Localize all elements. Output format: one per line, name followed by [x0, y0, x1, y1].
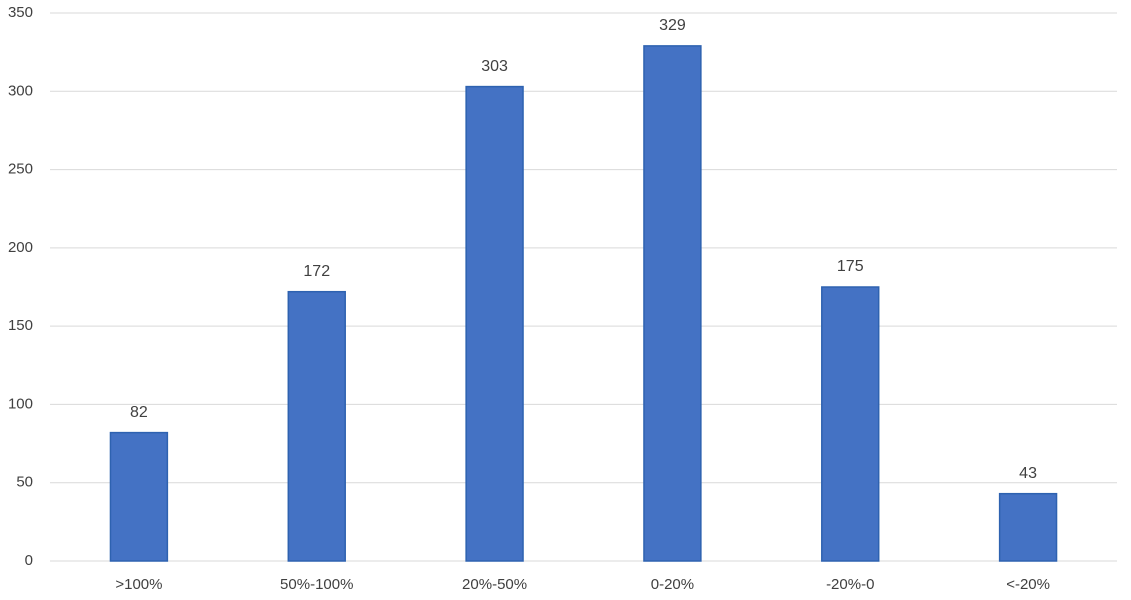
bar [643, 45, 702, 562]
x-tick-label: 50%-100% [280, 576, 353, 593]
data-label: 172 [303, 263, 330, 280]
data-label: 43 [1019, 465, 1037, 482]
bar [998, 492, 1058, 562]
y-tick-label: 200 [8, 239, 33, 256]
y-tick-label: 0 [25, 552, 33, 569]
bar [287, 290, 346, 562]
data-label: 303 [481, 58, 508, 75]
data-label: 82 [130, 404, 148, 421]
y-tick-label: 300 [8, 82, 33, 99]
x-tick-label: -20%-0 [826, 576, 874, 593]
x-tick-label: 0-20% [651, 576, 694, 593]
y-tick-label: 100 [8, 395, 33, 412]
x-tick-label: >100% [115, 576, 162, 593]
data-label: 329 [659, 17, 686, 34]
bar [821, 286, 880, 562]
y-tick-label: 350 [8, 4, 33, 21]
data-label: 175 [837, 258, 864, 275]
y-tick-label: 250 [8, 161, 33, 178]
y-tick-label: 150 [8, 317, 33, 334]
bar [109, 431, 169, 562]
y-tick-label: 50 [16, 474, 33, 491]
bar [465, 85, 524, 562]
x-tick-label: <-20% [1006, 576, 1050, 593]
x-tick-label: 20%-50% [462, 576, 527, 593]
